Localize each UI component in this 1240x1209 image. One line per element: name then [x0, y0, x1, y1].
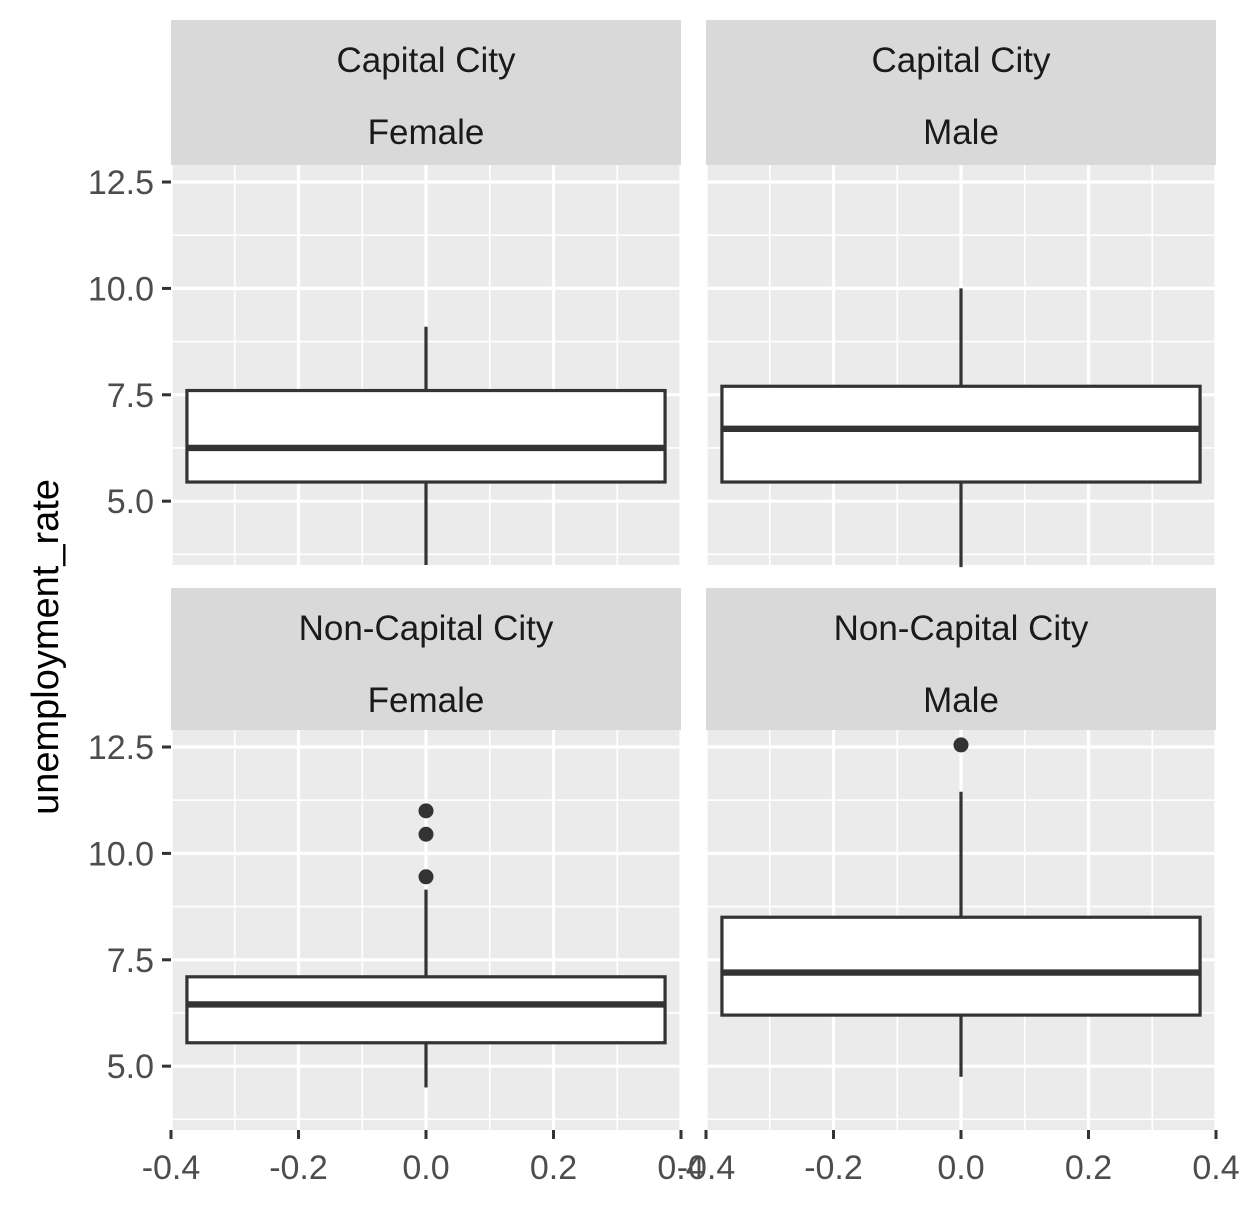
y-tick-label: 12.5	[88, 164, 154, 202]
y-tick-label: 5.0	[107, 1048, 154, 1086]
facet-panel: Non-Capital City Female 5.0 7.5 10.0 12.5 -0.4…	[88, 588, 705, 1187]
facet-panel: Capital City Male	[704, 20, 1218, 568]
y-tick-label: 5.0	[107, 483, 154, 521]
facet-strip-label: Capital City	[872, 41, 1051, 80]
y-tick-label: 10.0	[88, 270, 154, 308]
x-tick-label: 0.0	[402, 1149, 449, 1187]
outlier-point	[418, 869, 434, 885]
facet-strip	[171, 588, 681, 730]
x-tick-label: -0.2	[269, 1149, 328, 1187]
x-tick-label: 0.2	[1065, 1149, 1112, 1187]
box-iqr	[185, 975, 667, 1045]
x-tick-label: 0.4	[1192, 1149, 1239, 1187]
facet-strip-label: Non-Capital City	[834, 609, 1089, 648]
x-tick-label: 0.2	[530, 1149, 577, 1187]
facet-panel: Capital City Female 5.0 7.5 10.0 12.5	[88, 20, 683, 565]
facet-strip-label: Female	[368, 681, 485, 720]
x-tick-label: -0.2	[804, 1149, 863, 1187]
box-iqr	[720, 915, 1202, 1017]
y-tick-label: 7.5	[107, 942, 154, 980]
facet-strip	[706, 588, 1216, 730]
box-iqr	[720, 384, 1202, 484]
facet-strip-label: Male	[923, 113, 999, 152]
outlier-point	[953, 737, 969, 753]
x-tick-label: -0.4	[677, 1149, 736, 1187]
x-tick-label: 0.4	[657, 1149, 704, 1187]
y-tick-label: 10.0	[88, 835, 154, 873]
facet-panel: Non-Capital City Male -0.4 -0.2 0.0 0.2 0.4	[677, 588, 1240, 1187]
facet-strip-label: Male	[923, 681, 999, 720]
y-tick-label: 7.5	[107, 377, 154, 415]
facet-strip	[706, 20, 1216, 165]
y-axis-title: unemployment_rate	[25, 479, 67, 815]
y-tick-label: 12.5	[88, 729, 154, 767]
outlier-point	[418, 803, 434, 819]
x-tick-label: 0.0	[937, 1149, 984, 1187]
x-tick-label: -0.4	[142, 1149, 201, 1187]
facet-strip-label: Female	[368, 113, 485, 152]
facet-strip	[171, 20, 681, 165]
box-iqr	[185, 388, 667, 484]
facet-strip-label: Capital City	[337, 41, 516, 80]
outlier-point	[418, 826, 434, 842]
facet-strip-label: Non-Capital City	[299, 609, 554, 648]
